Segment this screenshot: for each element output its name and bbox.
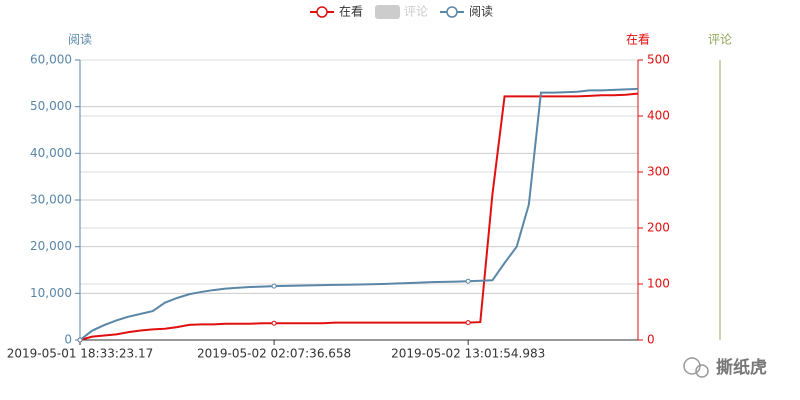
series-point — [465, 320, 471, 326]
y-tick-label: 0 — [64, 333, 72, 347]
y2-axis-title: 在看 — [626, 33, 650, 47]
series-line — [79, 92, 639, 341]
series-line — [79, 87, 639, 341]
x-tick-label: 2019-05-02 02:07:36.658 — [197, 347, 351, 361]
legend-label[interactable]: 评论 — [404, 5, 428, 19]
y-tick-label: 10,000 — [30, 286, 72, 300]
legend-label[interactable]: 阅读 — [469, 5, 493, 19]
y2-tick-label: 200 — [647, 221, 670, 235]
legend-label[interactable]: 在看 — [339, 5, 363, 19]
y-tick-label: 40,000 — [30, 146, 72, 160]
series-point — [465, 278, 471, 284]
y3-axis-title: 评论 — [708, 33, 732, 47]
y2-tick-label: 400 — [647, 109, 670, 123]
legend-icon — [375, 5, 400, 19]
y2-tick-label: 500 — [647, 53, 670, 67]
legend-icon — [316, 6, 328, 18]
y2-tick-label: 300 — [647, 165, 670, 179]
y-tick-label: 20,000 — [30, 239, 72, 253]
y2-tick-label: 0 — [647, 333, 655, 347]
watermark-text: 撕纸虎 — [716, 357, 767, 378]
y2-tick-label: 100 — [647, 277, 670, 291]
x-tick-label: 2019-05-01 18:33:23.17 — [7, 347, 154, 361]
y-tick-label: 60,000 — [30, 53, 72, 67]
series-point — [271, 320, 277, 326]
y-tick-label: 30,000 — [30, 193, 72, 207]
series-point — [77, 337, 83, 343]
y-tick-label: 50,000 — [30, 99, 72, 113]
series-point — [271, 283, 277, 289]
watermark: 撕纸虎 — [683, 357, 767, 378]
legend-icon — [446, 6, 458, 18]
y-axis-title: 阅读 — [68, 33, 92, 47]
watermark-icon — [695, 364, 709, 378]
x-tick-label: 2019-05-02 13:01:54.983 — [391, 347, 545, 361]
